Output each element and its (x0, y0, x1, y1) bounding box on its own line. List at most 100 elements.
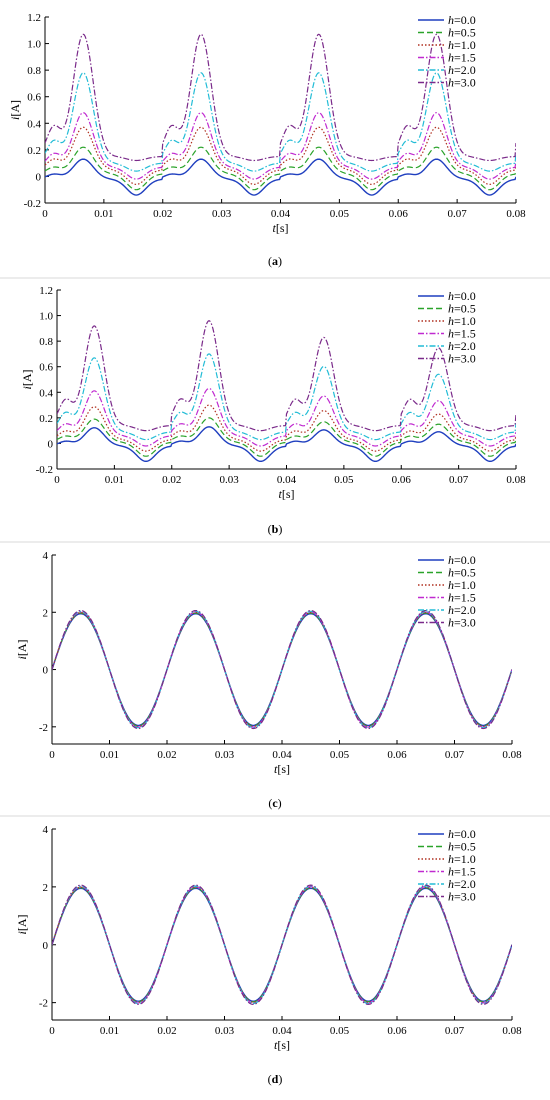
legend-label: h=3.0 (448, 890, 476, 904)
x-axis-label: t[s] (272, 221, 288, 235)
x-axis-label: t[s] (278, 487, 294, 501)
y-axis-label: i[A] (8, 100, 22, 120)
x-tick-label: 0.08 (506, 208, 526, 220)
legend-label: h=2.0 (448, 603, 476, 617)
y-tick-label: 0 (43, 940, 49, 952)
y-tick-label: 2 (43, 607, 49, 619)
series-line-h-1.5 (45, 112, 516, 180)
x-tick-label: 0.05 (334, 474, 354, 486)
y-tick-label: 1.2 (27, 12, 41, 24)
y-tick-label: 0.4 (27, 118, 41, 130)
series-line-h-3.0 (45, 33, 516, 162)
x-tick-label: 0.03 (215, 1025, 235, 1037)
legend-label: h=1.5 (448, 591, 476, 605)
legend-label: h=3.0 (448, 76, 476, 90)
legend-label: h=0.0 (448, 827, 476, 841)
y-tick-label: 2 (43, 882, 49, 894)
x-tick-label: 0.05 (330, 749, 350, 761)
legend-label: h=0.5 (448, 302, 476, 316)
panel-caption: (a) (268, 254, 282, 268)
legend-label: h=3.0 (448, 352, 476, 366)
x-tick-label: 0.04 (272, 749, 292, 761)
x-tick-label: 0.05 (330, 208, 350, 220)
series-line-h-0.5 (57, 417, 516, 457)
legend-label: h=0.5 (448, 840, 476, 854)
x-tick-label: 0.04 (271, 208, 291, 220)
legend-label: h=2.0 (448, 877, 476, 891)
x-tick-label: 0.02 (157, 749, 176, 761)
x-tick-label: 0.08 (506, 474, 526, 486)
y-tick-label: 0 (43, 665, 49, 677)
x-tick-label: 0.03 (215, 749, 235, 761)
chart-panel-b: 0 0.01 0.02 0.03 0.04 0.05 0.06 0.07 0.08-0.200.… (20, 285, 526, 536)
x-tick-label: 0.02 (157, 1025, 176, 1037)
y-axis-label: i[A] (15, 914, 29, 934)
x-tick-label: 0.08 (502, 1025, 522, 1037)
legend-label: h=0.5 (448, 566, 476, 580)
legend-label: h=3.0 (448, 616, 476, 630)
y-axis-label: i[A] (20, 369, 34, 389)
series-line-h-1.0 (45, 126, 516, 186)
y-tick-label: 0 (48, 438, 54, 450)
y-tick-label: 4 (43, 550, 49, 562)
chart-panel-d: 0 0.01 0.02 0.03 0.04 0.05 0.06 0.07 0.08 -2 0 2 4 t[… (15, 824, 522, 1086)
y-tick-label: 1.0 (27, 39, 41, 51)
series-line-h-0.0 (57, 426, 516, 463)
x-tick-label: 0.04 (272, 1025, 292, 1037)
series-line-h-3.0 (52, 884, 512, 1005)
x-tick-label: 0 (42, 208, 48, 220)
y-axis-label: i[A] (15, 639, 29, 659)
x-tick-label: 0 (49, 1025, 55, 1037)
x-tick-label: 0.04 (277, 474, 297, 486)
y-tick-label: -0.2 (24, 198, 41, 210)
series-line-h-0.5 (45, 146, 516, 191)
y-tick-label: 0.4 (39, 387, 53, 399)
x-tick-label: 0.01 (94, 208, 113, 220)
legend-label: h=1.0 (448, 38, 476, 52)
x-tick-label: 0.07 (449, 474, 469, 486)
y-tick-label: 4 (43, 824, 49, 836)
x-tick-label: 0.07 (448, 208, 468, 220)
legend-label: h=1.0 (448, 852, 476, 866)
x-tick-label: 0.05 (330, 1025, 350, 1037)
legend: h=0.0h=0.5h=1.0h=1.5h=2.0h=3.0 (418, 827, 476, 904)
legend-label: h=0.0 (448, 553, 476, 567)
y-tick-label: 1.2 (39, 285, 53, 297)
x-axis-label: t[s] (274, 762, 290, 776)
panel-caption: (b) (268, 522, 283, 536)
x-tick-label: 0.06 (389, 208, 409, 220)
legend: h=0.0h=0.5h=1.0h=1.5h=2.0h=3.0 (418, 13, 476, 90)
legend: h=0.0h=0.5h=1.0h=1.5h=2.0h=3.0 (418, 553, 476, 630)
series-line-h-0.0 (45, 158, 516, 196)
x-tick-label: 0 (49, 749, 55, 761)
x-tick-label: 0.01 (100, 749, 119, 761)
x-tick-label: 0.06 (392, 474, 412, 486)
y-tick-label: 0 (36, 171, 42, 183)
y-tick-label: 0.8 (27, 65, 41, 77)
legend: h=0.0h=0.5h=1.0h=1.5h=2.0h=3.0 (418, 289, 476, 366)
x-tick-label: 0.06 (387, 749, 407, 761)
x-tick-label: 0.03 (212, 208, 232, 220)
legend-label: h=1.0 (448, 314, 476, 328)
y-tick-label: -2 (39, 998, 48, 1010)
x-tick-label: 0.02 (153, 208, 172, 220)
series-line-h-3.0 (52, 609, 512, 730)
y-tick-label: 0.2 (27, 145, 41, 157)
y-tick-label: -2 (39, 722, 48, 734)
legend-label: h=0.0 (448, 13, 476, 27)
legend-label: h=0.5 (448, 26, 476, 40)
series-line-h-1.0 (57, 404, 516, 452)
legend-label: h=1.0 (448, 578, 476, 592)
x-tick-label: 0.03 (220, 474, 240, 486)
series-line-h-1.5 (57, 387, 516, 447)
legend-label: h=1.5 (448, 51, 476, 65)
y-tick-label: 0.6 (39, 362, 53, 374)
series-line-h-3.0 (57, 320, 516, 432)
series-line-h-2.0 (57, 353, 516, 441)
x-tick-label: 0.01 (105, 474, 124, 486)
chart-panel-c: 0 0.01 0.02 0.03 0.04 0.05 0.06 0.07 0.08 -2 0 2 4 t[… (15, 550, 522, 810)
legend-label: h=0.0 (448, 289, 476, 303)
x-axis-label: t[s] (274, 1038, 290, 1052)
y-tick-label: -0.2 (36, 464, 53, 476)
